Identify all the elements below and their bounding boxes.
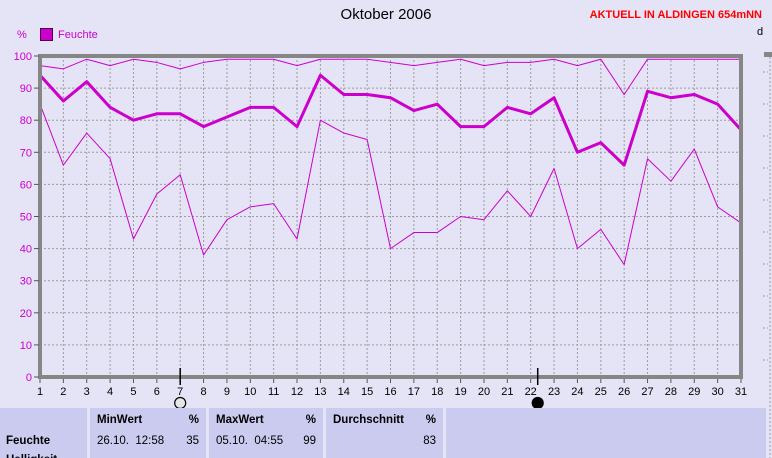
right-axis-label: d <box>757 26 764 38</box>
svg-text:8: 8 <box>201 386 207 398</box>
table-cell-minwert: MinWert % 26.10. 12:58 35 <box>90 408 206 458</box>
svg-text:19: 19 <box>454 386 466 398</box>
avg-header: Durchschnitt <box>333 414 404 426</box>
svg-text:31: 31 <box>735 386 747 398</box>
svg-text:24: 24 <box>571 386 583 398</box>
svg-text:40: 40 <box>20 244 32 256</box>
svg-text:12: 12 <box>291 386 303 398</box>
svg-text:2: 2 <box>60 386 66 398</box>
svg-text:50: 50 <box>20 212 32 224</box>
series-max <box>39 58 741 96</box>
legend: Feuchte <box>40 28 98 41</box>
svg-text:22: 22 <box>525 386 537 398</box>
svg-text:23: 23 <box>548 386 560 398</box>
svg-text:26: 26 <box>618 386 630 398</box>
max-header: MaxWert <box>216 414 264 426</box>
avg-unit: % <box>425 414 436 426</box>
svg-text:3: 3 <box>84 386 90 398</box>
table-cell-durchschnitt: Durchschnitt % 83 <box>326 408 443 458</box>
chart-title: Oktober 2006 <box>340 6 432 23</box>
svg-text:13: 13 <box>314 386 326 398</box>
svg-text:30: 30 <box>20 276 32 288</box>
svg-text:1: 1 <box>37 386 43 398</box>
min-value: 35 <box>186 435 199 447</box>
row-label: Feuchte <box>6 435 51 447</box>
svg-text:10: 10 <box>244 386 256 398</box>
svg-text:10: 10 <box>20 340 32 352</box>
svg-text:14: 14 <box>338 386 350 398</box>
svg-text:60: 60 <box>20 179 32 191</box>
table-cell-maxwert: MaxWert % 05.10. 04:55 99 <box>209 408 323 458</box>
full-moon-icon <box>174 396 187 410</box>
table-cell-label: Feuchte Helligkeit <box>0 408 87 458</box>
svg-text:27: 27 <box>641 386 653 398</box>
svg-text:100: 100 <box>14 51 32 63</box>
svg-text:29: 29 <box>688 386 700 398</box>
svg-text:25: 25 <box>595 386 607 398</box>
station-label: AKTUELL IN ALDINGEN 654mNN <box>589 9 762 21</box>
next-row-label-clipped: Helligkeit <box>6 454 57 458</box>
svg-text:28: 28 <box>665 386 677 398</box>
series-min <box>39 103 742 266</box>
svg-text:11: 11 <box>268 386 279 398</box>
svg-text:5: 5 <box>130 386 136 398</box>
svg-text:6: 6 <box>154 386 160 398</box>
svg-text:9: 9 <box>224 386 230 398</box>
y-axis-unit-label: % <box>17 29 27 41</box>
avg-value: 83 <box>423 435 436 447</box>
svg-text:7: 7 <box>177 386 183 398</box>
svg-text:70: 70 <box>20 147 32 159</box>
svg-text:20: 20 <box>478 386 490 398</box>
max-datetime: 05.10. 04:55 <box>216 435 284 447</box>
max-unit: % <box>305 414 316 426</box>
legend-swatch <box>40 28 53 41</box>
svg-text:30: 30 <box>712 386 724 398</box>
svg-text:18: 18 <box>431 386 443 398</box>
svg-text:17: 17 <box>408 386 420 398</box>
svg-text:21: 21 <box>501 386 513 398</box>
svg-text:4: 4 <box>107 386 113 398</box>
min-unit: % <box>188 414 199 426</box>
legend-label: Feuchte <box>58 28 98 41</box>
table-cell-empty <box>446 408 766 458</box>
series-mittel <box>38 73 743 167</box>
svg-text:16: 16 <box>384 386 396 398</box>
svg-text:20: 20 <box>20 308 32 320</box>
min-header: MinWert <box>97 414 143 426</box>
new-moon-icon <box>531 396 544 410</box>
max-value: 99 <box>303 435 316 447</box>
svg-text:90: 90 <box>20 83 32 95</box>
svg-text:80: 80 <box>20 115 32 127</box>
svg-text:0: 0 <box>26 372 32 384</box>
svg-text:15: 15 <box>361 386 373 398</box>
min-datetime: 26.10. 12:58 <box>97 435 165 447</box>
